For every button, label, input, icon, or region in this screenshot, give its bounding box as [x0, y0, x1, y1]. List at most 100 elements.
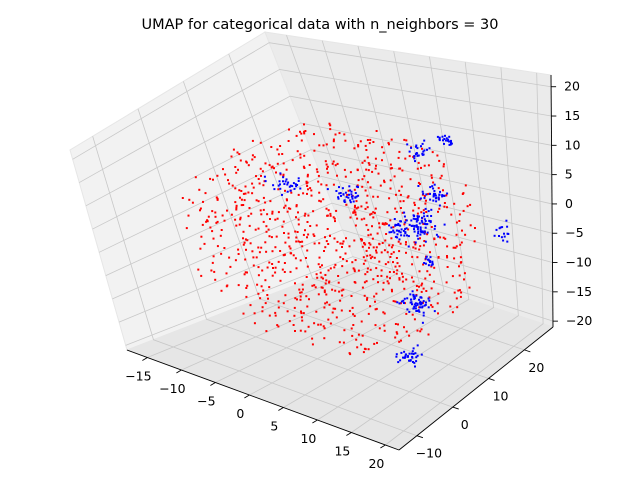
- x-tick-mark: [142, 357, 148, 361]
- data-point: [376, 275, 379, 277]
- data-point: [302, 312, 305, 315]
- data-point: [327, 243, 330, 245]
- data-point: [296, 231, 299, 233]
- data-point: [323, 337, 326, 340]
- data-point: [264, 201, 267, 204]
- data-point: [313, 284, 316, 287]
- data-point: [365, 280, 368, 283]
- data-point: [433, 266, 436, 269]
- data-point: [352, 324, 355, 326]
- data-point: [216, 198, 219, 201]
- data-point: [430, 176, 433, 179]
- data-point: [329, 234, 331, 237]
- data-point: [271, 250, 274, 253]
- data-point: [252, 186, 255, 189]
- data-point: [249, 242, 252, 245]
- data-point: [365, 224, 368, 227]
- data-point: [399, 231, 402, 234]
- data-point: [378, 226, 381, 229]
- data-point: [416, 234, 419, 237]
- data-point: [429, 221, 432, 224]
- data-point: [429, 251, 431, 254]
- data-point: [284, 241, 287, 244]
- data-point: [305, 295, 308, 298]
- data-point: [327, 318, 330, 321]
- data-point: [434, 225, 437, 228]
- data-point: [422, 231, 425, 234]
- data-point: [258, 251, 261, 254]
- data-point: [452, 246, 455, 249]
- data-point: [505, 219, 508, 222]
- data-point: [417, 207, 420, 210]
- data-point: [417, 237, 420, 240]
- data-point: [333, 237, 336, 240]
- data-point: [319, 323, 322, 326]
- data-point: [288, 320, 291, 323]
- data-point: [397, 222, 400, 225]
- data-point: [329, 128, 332, 131]
- data-point: [239, 216, 242, 219]
- data-point: [420, 166, 422, 169]
- data-point: [260, 246, 263, 249]
- data-point: [410, 298, 412, 301]
- scatter-points: [181, 122, 510, 368]
- data-point: [414, 302, 417, 305]
- data-point: [414, 153, 417, 156]
- data-point: [390, 167, 393, 170]
- data-point: [410, 301, 413, 304]
- data-point: [239, 159, 242, 162]
- data-point: [377, 281, 379, 284]
- data-point: [409, 178, 412, 181]
- data-point: [262, 184, 265, 187]
- data-point: [356, 346, 359, 349]
- data-point: [366, 270, 369, 273]
- data-point: [362, 256, 365, 259]
- data-point: [267, 297, 269, 300]
- data-point: [430, 215, 433, 217]
- data-point: [412, 293, 415, 296]
- data-point: [415, 356, 418, 359]
- data-point: [428, 296, 431, 299]
- data-point: [355, 195, 358, 198]
- data-point: [261, 310, 264, 313]
- data-point: [421, 152, 424, 155]
- data-point: [341, 294, 344, 297]
- data-point: [308, 298, 310, 301]
- data-point: [364, 273, 367, 276]
- data-point: [307, 325, 310, 328]
- data-point: [366, 206, 369, 209]
- data-point: [430, 304, 433, 307]
- data-point: [325, 279, 328, 282]
- data-point: [368, 242, 371, 245]
- data-point: [293, 187, 296, 190]
- data-point: [422, 244, 425, 247]
- data-point: [376, 195, 379, 198]
- data-point: [401, 275, 404, 278]
- x-tick-mark: [176, 369, 182, 374]
- data-point: [425, 193, 428, 196]
- data-point: [242, 312, 245, 315]
- data-point: [324, 302, 327, 305]
- data-point: [257, 200, 260, 203]
- data-point: [411, 255, 414, 258]
- data-point: [299, 298, 302, 301]
- data-point: [293, 306, 296, 309]
- data-point: [430, 264, 433, 267]
- data-point: [423, 139, 426, 142]
- data-point: [328, 122, 331, 125]
- data-point: [369, 254, 372, 257]
- data-point: [276, 324, 279, 327]
- data-point: [382, 151, 385, 154]
- data-point: [234, 166, 237, 168]
- data-point: [438, 204, 441, 207]
- data-point: [427, 306, 430, 309]
- data-point: [414, 241, 417, 244]
- data-point: [501, 226, 504, 229]
- data-point: [421, 147, 423, 150]
- data-point: [371, 170, 374, 173]
- data-point: [198, 188, 201, 191]
- data-point: [416, 154, 419, 157]
- data-point: [299, 259, 302, 262]
- data-point: [342, 341, 345, 344]
- data-point: [414, 247, 417, 250]
